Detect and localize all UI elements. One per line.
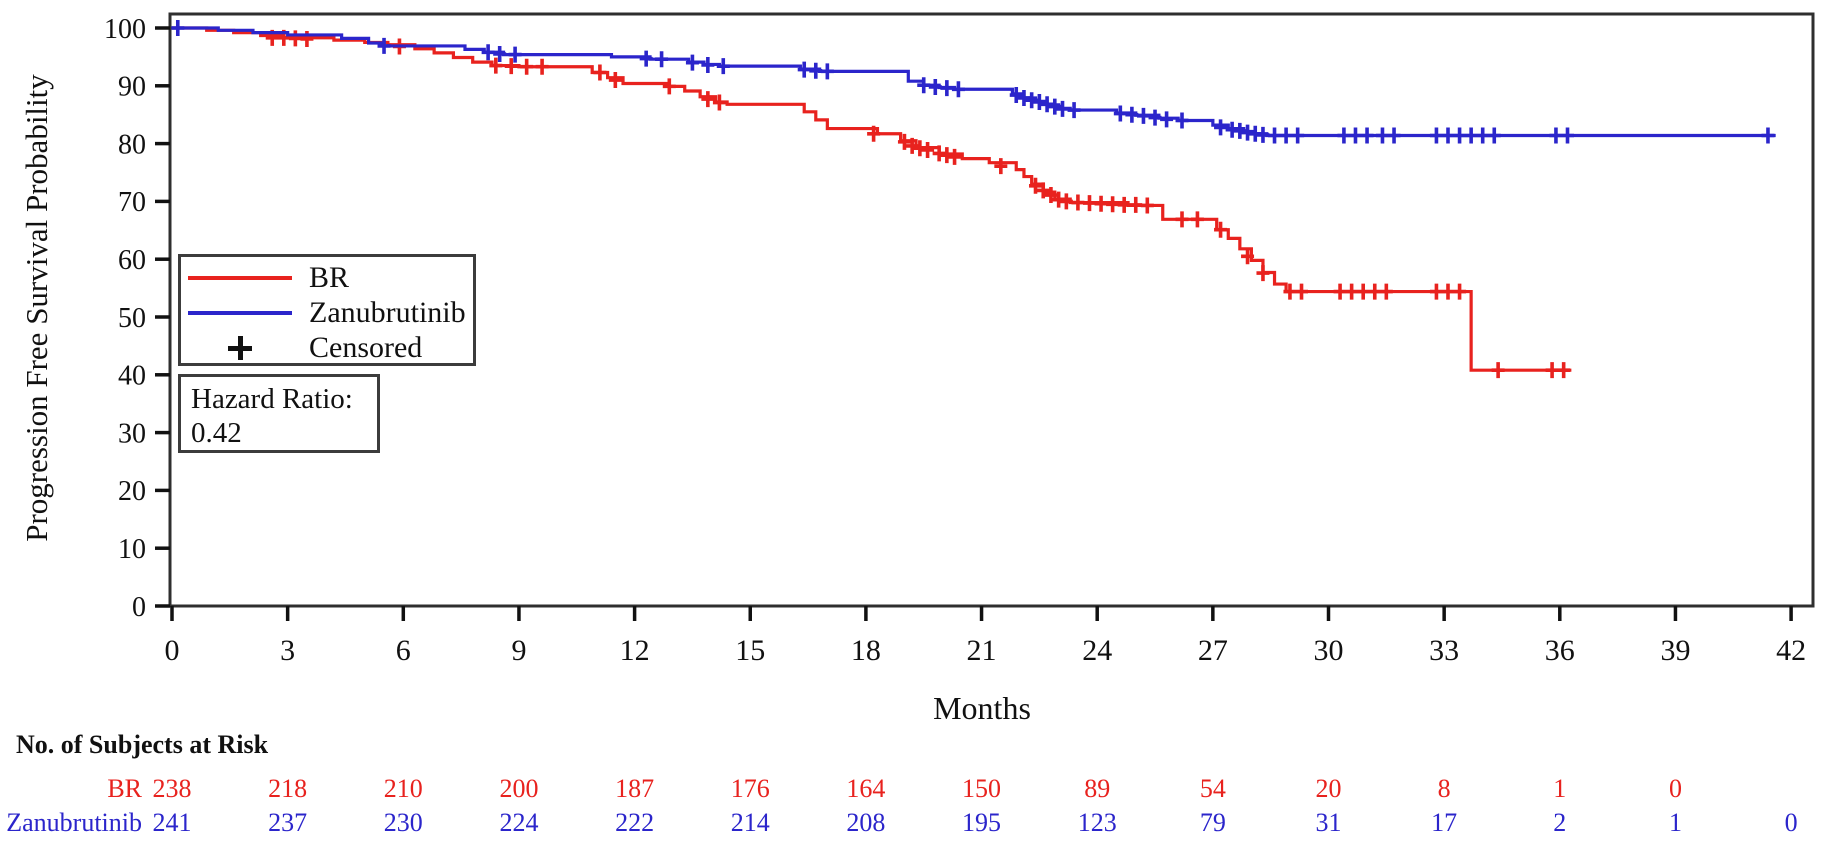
x-tick-label: 15	[735, 634, 765, 667]
hazard-ratio-label: Hazard Ratio:	[191, 383, 353, 415]
censored-plus-icon	[228, 335, 252, 360]
x-tick-label: 42	[1776, 634, 1806, 667]
x-tick-label: 0	[165, 634, 180, 667]
x-tick-label: 39	[1660, 634, 1690, 667]
risk-value: 0	[1785, 808, 1798, 837]
legend-item-zanubrutinib: Zanubrutinib	[181, 295, 473, 330]
y-tick-label: 30	[118, 418, 146, 449]
hazard-ratio-box: Hazard Ratio: 0.42	[178, 374, 380, 453]
risk-value: 79	[1200, 808, 1226, 837]
x-tick-label: 21	[967, 634, 997, 667]
x-tick-label: 33	[1429, 634, 1459, 667]
y-tick-label: 70	[118, 187, 146, 218]
y-tick-label: 0	[132, 592, 146, 623]
legend-label-censored: Censored	[309, 330, 423, 364]
censored-sample	[181, 335, 299, 360]
risk-value: 187	[615, 774, 654, 803]
risk-value: 17	[1431, 808, 1457, 837]
risk-value: 1	[1669, 808, 1682, 837]
risk-row-label-br: BR	[107, 774, 142, 803]
censor-marks-zanubrutinib	[171, 20, 1775, 144]
risk-value: 150	[962, 774, 1001, 803]
risk-table: BR 238 218 210 200 187 176 164 150 89 54 20 8 1 0Zanub…	[6, 774, 1797, 837]
x-tick-label: 3	[280, 634, 295, 667]
zanubrutinib-line-swatch	[188, 310, 292, 315]
y-tick-label: 10	[118, 534, 146, 565]
y-tick-label: 100	[104, 14, 146, 45]
x-axis-title: Months	[933, 690, 1031, 726]
br-line-swatch	[188, 275, 292, 280]
x-tick-label: 18	[851, 634, 881, 667]
hazard-ratio-value: 0.42	[191, 417, 242, 449]
risk-value: 214	[731, 808, 770, 837]
plot-frame	[168, 12, 1815, 608]
legend-item-br: BR	[181, 260, 473, 295]
risk-value: 54	[1200, 774, 1226, 803]
y-tick-label: 60	[118, 245, 146, 276]
y-axis: 0 10 20 30 40 50 60 70 80 90 100	[104, 14, 170, 623]
y-tick-label: 50	[118, 303, 146, 334]
risk-value: 237	[268, 808, 307, 837]
risk-value: 218	[268, 774, 307, 803]
y-axis-title: Progression Free Survival Probability	[19, 74, 54, 542]
risk-value: 20	[1316, 774, 1342, 803]
x-tick-label: 9	[511, 634, 526, 667]
br-line-sample	[181, 275, 299, 280]
risk-value: 164	[846, 774, 885, 803]
risk-value: 176	[731, 774, 770, 803]
x-tick-label: 30	[1314, 634, 1344, 667]
zanubrutinib-line-sample	[181, 310, 299, 315]
y-tick-label: 80	[118, 129, 146, 160]
risk-value: 195	[962, 808, 1001, 837]
risk-value: 222	[615, 808, 654, 837]
x-tick-label: 27	[1198, 634, 1228, 667]
risk-value: 89	[1084, 774, 1110, 803]
y-tick-label: 20	[118, 476, 146, 507]
risk-value: 2	[1553, 808, 1566, 837]
risk-value: 1	[1553, 774, 1566, 803]
risk-value: 200	[499, 774, 538, 803]
risk-row-label-zanubrutinib: Zanubrutinib	[6, 808, 142, 837]
risk-value: 230	[384, 808, 423, 837]
risk-value: 241	[153, 808, 192, 837]
risk-value: 208	[846, 808, 885, 837]
y-tick-label: 90	[118, 72, 146, 103]
risk-value: 8	[1438, 774, 1451, 803]
legend-label-br: BR	[309, 260, 350, 294]
x-tick-label: 6	[396, 634, 411, 667]
risk-value: 238	[153, 774, 192, 803]
risk-table-title: No. of Subjects at Risk	[16, 730, 269, 759]
y-tick-label: 40	[118, 361, 146, 392]
x-tick-label: 12	[620, 634, 650, 667]
censor-marks-br	[265, 29, 1571, 379]
risk-value: 210	[384, 774, 423, 803]
x-axis: 0 3 6 9 12 15 18 21 24 27 30 33 36 39 42	[165, 606, 1806, 667]
x-tick-label: 24	[1082, 634, 1112, 667]
legend-label-zanubrutinib: Zanubrutinib	[309, 295, 466, 329]
risk-value: 123	[1078, 808, 1117, 837]
legend: BR Zanubrutinib Censored	[178, 254, 476, 366]
risk-value: 224	[499, 808, 538, 837]
legend-item-censored: Censored	[181, 330, 473, 365]
x-tick-label: 36	[1545, 634, 1575, 667]
risk-value: 31	[1316, 808, 1342, 837]
risk-value: 0	[1669, 774, 1682, 803]
series-zanubrutinib	[171, 20, 1776, 144]
